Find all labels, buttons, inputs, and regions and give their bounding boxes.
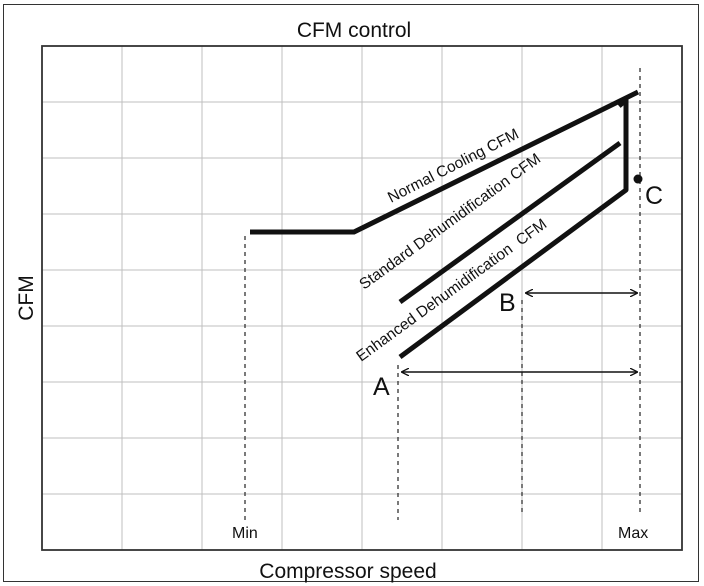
max-speed-label: Max — [618, 525, 648, 542]
figure-frame — [3, 4, 699, 582]
point-c-label: C — [645, 182, 663, 210]
plot-border — [41, 45, 683, 551]
x-axis-label: Compressor speed — [259, 560, 436, 583]
point-c-dot — [633, 174, 643, 184]
min-speed-label: Min — [232, 525, 258, 542]
plot-grid — [42, 46, 682, 550]
point-a-label: A — [373, 373, 390, 401]
point-b-label: B — [499, 289, 516, 317]
enhanced-dehumidification-label: Enhanced Dehumidification CFM — [353, 216, 550, 365]
y-axis-label: CFM — [15, 275, 38, 321]
enhanced-dehumidification-cfm-line — [398, 97, 629, 360]
normal-cooling-cfm-line — [250, 89, 640, 235]
standard-dehumidification-cfm-line — [398, 140, 622, 305]
chart-title: CFM control — [297, 19, 411, 42]
